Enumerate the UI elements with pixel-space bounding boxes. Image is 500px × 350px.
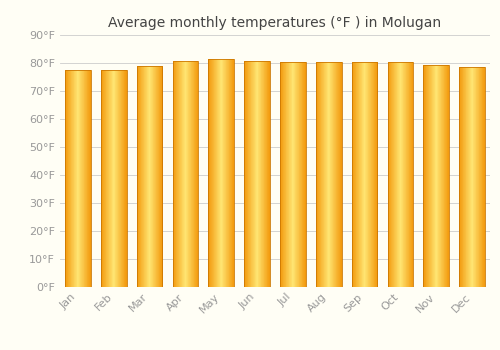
Bar bbox=[459, 67, 485, 287]
Bar bbox=[244, 61, 270, 287]
Title: Average monthly temperatures (°F ) in Molugan: Average monthly temperatures (°F ) in Mo… bbox=[108, 16, 442, 30]
Bar bbox=[65, 70, 91, 287]
Bar bbox=[316, 62, 342, 287]
Bar bbox=[280, 62, 306, 287]
Bar bbox=[136, 66, 162, 287]
Bar bbox=[352, 62, 378, 287]
Bar bbox=[208, 59, 234, 287]
Bar bbox=[388, 62, 413, 287]
Bar bbox=[424, 65, 449, 287]
Bar bbox=[172, 61, 199, 287]
Bar bbox=[101, 70, 126, 287]
